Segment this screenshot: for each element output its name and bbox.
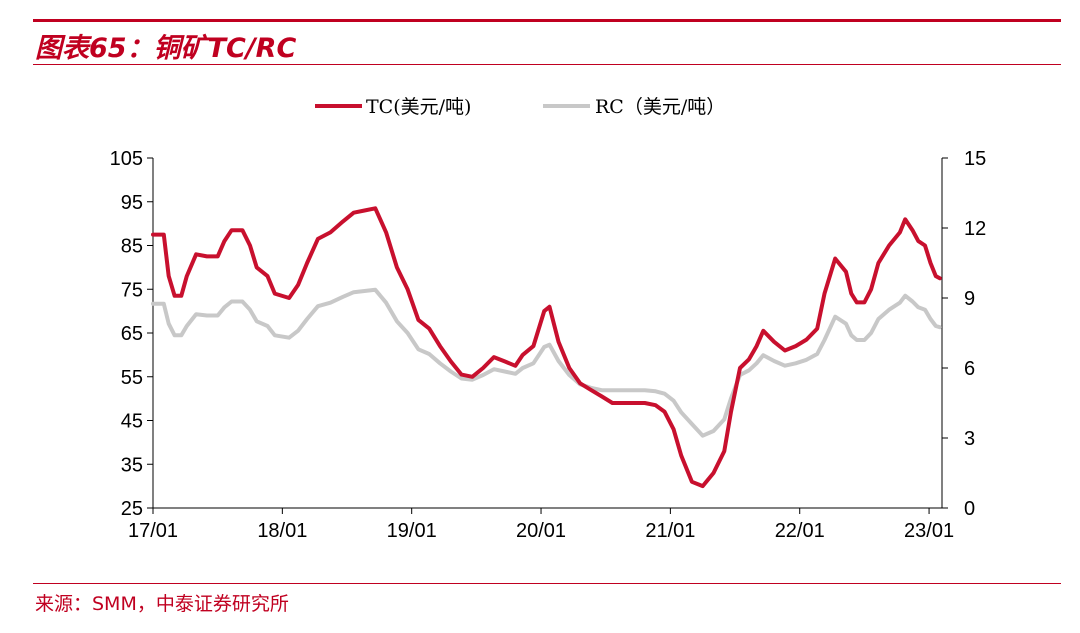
- y-left-tick-label: 45: [121, 411, 143, 433]
- y-left-tick-label: 75: [121, 279, 143, 301]
- chart-title: 图表65：铜矿TC/RC: [35, 33, 297, 64]
- legend-label-rc: RC（美元/吨）: [595, 96, 725, 118]
- x-tick-label: 22/01: [775, 520, 825, 542]
- x-tick-label: 20/01: [516, 520, 566, 542]
- series: [151, 206, 942, 489]
- x-tick-label: 18/01: [257, 520, 307, 542]
- x-tick-label: 23/01: [904, 520, 954, 542]
- series-line-tc: [151, 206, 942, 489]
- y-left-tick-label: 55: [121, 367, 143, 389]
- y-right-tick-label: 12: [964, 218, 986, 240]
- y-left-tick-label: 65: [121, 323, 143, 345]
- y-left-tick-label: 25: [121, 498, 143, 520]
- axes: 25 35 45 55 65 75 85 95 105 0 3 6 9 12 15 17/01 18/01 19/…: [110, 148, 987, 542]
- y-left-tick-label: 105: [110, 148, 143, 170]
- x-tick-label: 17/01: [128, 520, 178, 542]
- x-tick-label: 19/01: [387, 520, 437, 542]
- footer-rule: [33, 583, 1061, 584]
- y-right-tick-label: 3: [964, 428, 975, 450]
- y-right-tick-label: 15: [964, 148, 986, 170]
- header-bottom-rule: [33, 64, 1061, 65]
- y-left-tick-label: 35: [121, 454, 143, 476]
- y-right-tick-label: 6: [964, 358, 975, 380]
- y-left-tick-label: 85: [121, 236, 143, 258]
- y-right-tick-label: 9: [964, 288, 975, 310]
- y-right-tick-label: 0: [964, 498, 975, 520]
- legend-label-tc: TC(美元/吨): [366, 96, 471, 118]
- series-line-rc: [151, 287, 942, 438]
- source-note: 来源：SMM，中泰证券研究所: [35, 593, 289, 615]
- legend: TC(美元/吨) RC（美元/吨）: [315, 96, 725, 118]
- y-left-tick-label: 95: [121, 192, 143, 214]
- x-tick-label: 21/01: [645, 520, 695, 542]
- header-top-rule: [33, 19, 1061, 22]
